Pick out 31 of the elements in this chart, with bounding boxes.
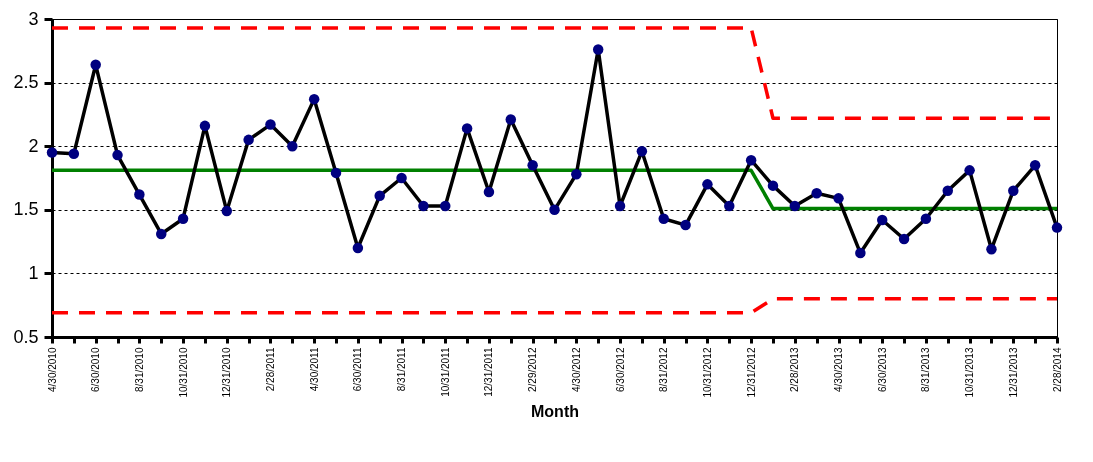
x-tick-label: 4/30/2011 (308, 347, 320, 392)
x-tick-label: 10/31/2010 (177, 347, 189, 398)
x-tick-label: 8/31/2011 (396, 347, 408, 392)
x-tick-label: 12/31/2011 (483, 347, 495, 397)
x-tick-label: 2/28/2011 (264, 347, 276, 392)
y-tick-label: 0.5 (13, 326, 39, 347)
x-tick-label: 12/31/2010 (221, 347, 233, 398)
x-tick-label: 8/31/2013 (920, 347, 932, 392)
x-tick-label: 10/31/2012 (701, 347, 713, 398)
x-tick-label: 2/28/2014 (1051, 347, 1063, 392)
y-tick-label: 2 (28, 135, 39, 156)
x-tick-label: 4/30/2012 (570, 347, 582, 392)
y-tick-label: 1 (28, 262, 39, 283)
x-tick-label: 2/29/2012 (527, 347, 539, 392)
x-tick-label: 10/31/2011 (439, 347, 451, 397)
x-axis-title: Month (531, 402, 579, 420)
x-tick-label: 8/31/2012 (658, 347, 670, 392)
x-tick-label: 4/30/2010 (46, 347, 58, 392)
y-tick-label: 3 (28, 8, 39, 29)
x-tick-label: 4/30/2013 (833, 347, 845, 392)
x-tick-label: 2/28/2013 (789, 347, 801, 392)
y-tick-label: 2.5 (13, 72, 39, 93)
y-tick-label: 1.5 (13, 199, 39, 220)
x-tick-label: 6/30/2011 (352, 347, 364, 392)
x-tick-label: 6/30/2013 (876, 347, 888, 392)
x-tick-label: 6/30/2010 (90, 347, 102, 392)
x-tick-label: 10/31/2013 (964, 347, 976, 398)
x-tick-label: 12/31/2012 (745, 347, 757, 398)
x-tick-label: 6/30/2012 (614, 347, 626, 392)
x-tick-label: 12/31/2013 (1007, 347, 1019, 398)
x-tick-label: 8/31/2010 (133, 347, 145, 392)
